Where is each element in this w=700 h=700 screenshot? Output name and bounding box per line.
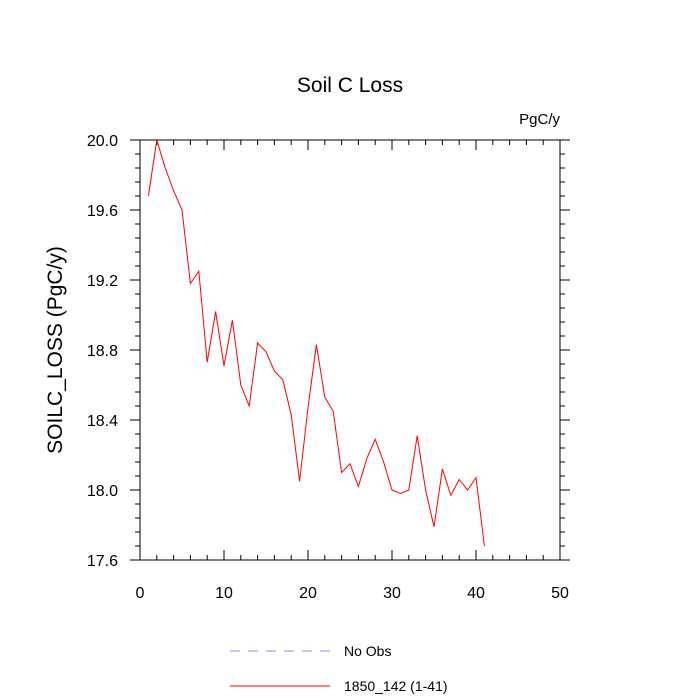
legend: No Obs 1850_142 (1-41) (230, 643, 448, 694)
units-label: PgC/y (519, 111, 560, 128)
y-axis-label: SOILC_LOSS (PgC/y) (44, 246, 67, 454)
y-tick-label: 18.8 (87, 343, 118, 360)
y-tick-label: 18.0 (87, 483, 118, 500)
tick-group (130, 139, 570, 561)
x-tick-label: 50 (551, 585, 569, 602)
chart-title: Soil C Loss (297, 74, 403, 97)
x-tick-label: 20 (299, 585, 317, 602)
x-tick-label-group: 0 10 20 30 40 50 (136, 585, 569, 602)
y-tick-label: 19.6 (87, 203, 118, 220)
x-tick-label: 30 (383, 585, 401, 602)
legend-label-no-obs: No Obs (344, 643, 391, 659)
legend-label-1850-142: 1850_142 (1-41) (344, 678, 448, 694)
series-line (147, 139, 485, 547)
y-tick-label: 20.0 (87, 133, 118, 150)
series-group (147, 139, 485, 547)
x-tick-label: 40 (467, 585, 485, 602)
x-tick-label: 0 (136, 585, 145, 602)
y-tick-label-group: 17.6 18.0 18.4 18.8 19.2 19.6 20.0 (87, 133, 118, 570)
y-tick-label: 19.2 (87, 273, 118, 290)
plot-frame (139, 139, 561, 561)
y-tick-label: 18.4 (87, 413, 118, 430)
y-tick-label: 17.6 (87, 553, 118, 570)
x-tick-label: 10 (215, 585, 233, 602)
